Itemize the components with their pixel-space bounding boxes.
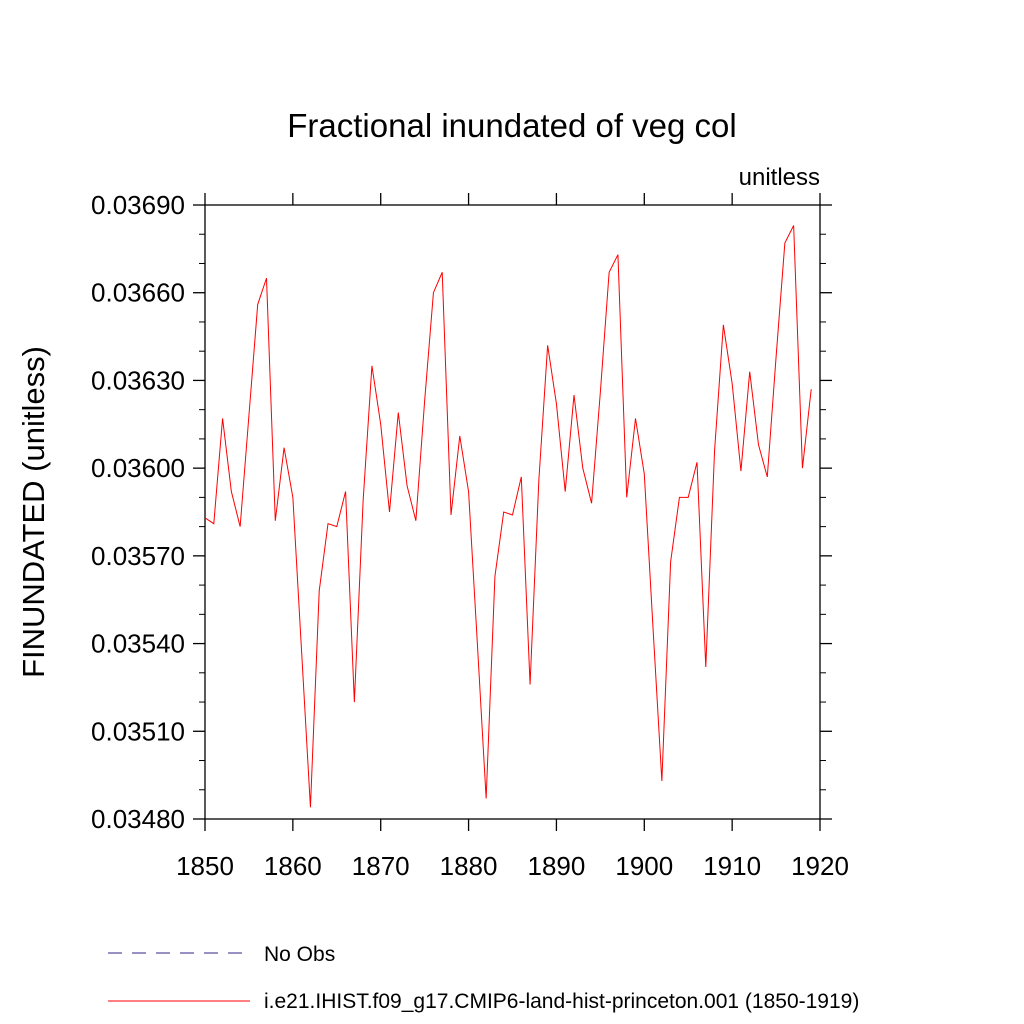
axes: 1850 1860 1870 1880 1890 1900 1910 1920 0.03480 0…: [91, 190, 849, 881]
plot-frame: [204, 204, 821, 820]
y-tick-label: 0.03600: [91, 453, 185, 483]
x-tick-label: 1900: [615, 851, 673, 881]
y-tick-label: 0.03540: [91, 629, 185, 659]
y-axis-label: FINUNDATED (unitless): [16, 346, 51, 678]
legend-label-model: i.e21.IHIST.f09_g17.CMIP6-land-hist-prin…: [264, 990, 859, 1013]
y-tick-label: 0.03570: [91, 541, 185, 571]
x-tick-label: 1910: [703, 851, 761, 881]
series-layer: [204, 225, 812, 808]
legend: No Obs i.e21.IHIST.f09_g17.CMIP6-land-hi…: [108, 943, 859, 1013]
series-line-model: [204, 225, 812, 808]
y-tick-label: 0.03510: [91, 716, 185, 746]
y-tick-label: 0.03480: [91, 804, 185, 834]
x-tick-label: 1890: [528, 851, 586, 881]
legend-label-no-obs: No Obs: [264, 943, 335, 966]
x-tick-label: 1920: [791, 851, 849, 881]
chart-title: Fractional inundated of veg col: [287, 107, 736, 144]
x-tick-label: 1870: [352, 851, 410, 881]
y-tick-label: 0.03690: [91, 190, 185, 220]
x-tick-label: 1850: [176, 851, 234, 881]
units-label: unitless: [739, 164, 820, 191]
y-tick-label: 0.03660: [91, 278, 185, 308]
x-tick-label: 1880: [440, 851, 498, 881]
y-tick-label: 0.03630: [91, 365, 185, 395]
x-tick-label: 1860: [264, 851, 322, 881]
